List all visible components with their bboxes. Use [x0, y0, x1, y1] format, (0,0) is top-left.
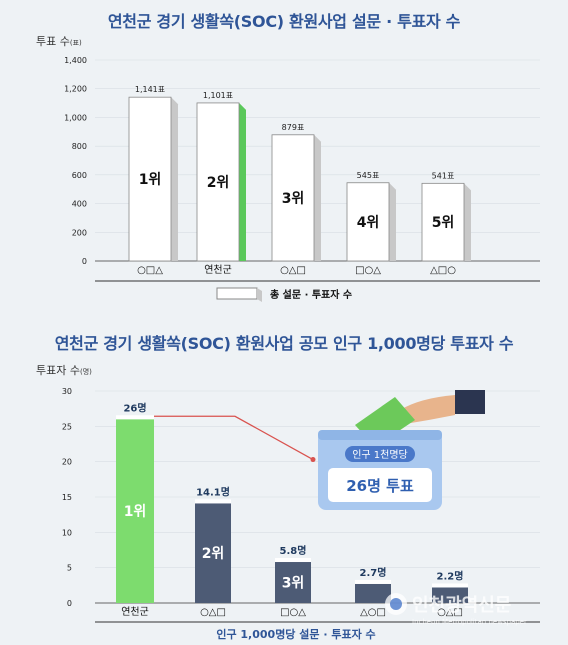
chart1-ytick-label: 400 — [72, 200, 87, 209]
chart1-ytick-label: 1,000 — [64, 113, 87, 122]
chart2-bar — [116, 419, 154, 603]
chart1-ytick-label: 200 — [72, 228, 87, 237]
chart2-legend-label: 인구 1,000명당 설문 · 투표자 수 — [216, 627, 375, 641]
chart2-bar — [275, 562, 311, 603]
chart2-bar-cap — [355, 579, 391, 584]
chart1-ytick-label: 1,400 — [64, 56, 87, 65]
chart1-ytick-label: 800 — [72, 142, 87, 151]
chart1-value-label: 545표 — [357, 171, 380, 180]
chart1-rank-label: 3위 — [282, 191, 305, 207]
hand-shape — [400, 395, 455, 424]
chart2-callout-line — [153, 415, 314, 461]
chart2-bar-cap — [275, 558, 311, 563]
chart1-category-label: ○△□ — [280, 265, 306, 276]
ballot-box-lid — [318, 430, 442, 440]
chart2-title: 연천군 경기 생활쏙(SOC) 환원사업 공모 인구 1,000명당 투표자 수 — [54, 334, 514, 353]
chart1-bar — [128, 96, 172, 262]
chart1-bar — [271, 134, 315, 262]
chart2-category-label: ○△□ — [437, 607, 463, 618]
chart1-bar-side — [464, 183, 471, 261]
chart2-ytick-label: 20 — [62, 458, 72, 467]
ballot-box-label-pill — [345, 446, 415, 462]
chart1-value-label: 879표 — [282, 123, 305, 132]
chart1-value-label: 541표 — [432, 171, 455, 180]
chart1-bar-side — [314, 134, 321, 261]
chart1-category-label: □○△ — [355, 265, 381, 276]
chart2-bar — [355, 583, 391, 603]
chart1-bar — [421, 182, 465, 262]
watermark-logo-inner-icon — [390, 598, 402, 610]
chart2-category-label: 연천군 — [121, 606, 149, 618]
chart2-category-label: □○△ — [280, 607, 306, 618]
watermark: 인천광역신문 Incheon Metropolitan newspaper — [385, 593, 527, 626]
chart1-rank-label: 4위 — [357, 215, 380, 231]
chart1-bar — [346, 182, 390, 262]
chart1-title: 연천군 경기 생활쏙(SOC) 환원사업 설문 · 투표자 수 — [107, 12, 461, 31]
chart1-bar-side — [239, 102, 246, 261]
chart1-bar — [196, 102, 240, 262]
chart2-ytick-label: 25 — [62, 422, 72, 431]
chart1-bar-side — [389, 182, 396, 261]
chart2-bar — [195, 503, 231, 603]
chart1-rank-label: 5위 — [432, 215, 455, 231]
chart2-ytick-label: 10 — [62, 528, 72, 537]
chart2-callout-dot — [310, 457, 316, 463]
chart2-rank-label: 2위 — [202, 546, 225, 562]
chart2-bar — [432, 587, 468, 603]
chart2-value-label: 26명 — [123, 401, 146, 414]
watermark-name: 인천광역신문 — [412, 595, 511, 616]
chart1-category-label: △□○ — [430, 265, 456, 276]
chart1-ylabel: 투표 수(표) — [36, 35, 82, 48]
watermark-sub: Incheon Metropolitan newspaper — [412, 618, 527, 626]
chart2-category-label: △○□ — [360, 607, 386, 618]
chart1-category-label: 연천군 — [204, 264, 232, 276]
chart2-value-label: 2.7명 — [360, 566, 387, 579]
chart1-bar-side — [171, 97, 178, 261]
chart1-value-label: 1,141표 — [135, 85, 165, 94]
chart2-bar-cap — [432, 583, 468, 588]
chart1-legend-swatch-side — [257, 288, 262, 302]
chart2-category-label: ○△□ — [200, 607, 226, 618]
sleeve-shape — [455, 390, 485, 414]
chart2-rank-label: 3위 — [282, 576, 305, 592]
chart2-bar-cap — [116, 415, 154, 420]
ballot-box-illustration: 인구 1천명당 26명 투표 — [318, 390, 485, 510]
chart1-ytick-label: 1,200 — [64, 85, 87, 94]
callout-line1: 인구 1천명당 — [352, 449, 408, 461]
chart2-rank-label: 1위 — [124, 504, 147, 520]
chart2-value-label: 14.1명 — [196, 485, 230, 498]
chart2-ylabel: 투표자 수(명) — [36, 364, 92, 377]
chart1-category-label: ○□△ — [137, 265, 163, 276]
chart1-rank-label: 2위 — [207, 175, 230, 191]
chart2-value-label: 2.2명 — [437, 569, 464, 582]
chart2-bar-cap — [195, 499, 231, 504]
chart1-plot: 0 200 400 600 800 1,000 1,200 1,400 1,141표 1위 ○□△ 1… — [64, 56, 540, 276]
chart1-legend-swatch — [216, 287, 258, 300]
chart1-legend-label: 총 설문 · 투표자 수 — [270, 288, 352, 301]
chart2-value-label: 5.8명 — [280, 544, 307, 557]
chart1-ytick-label: 600 — [72, 171, 87, 180]
ballot-box-panel — [328, 468, 432, 502]
chart1-value-label: 1,101표 — [203, 91, 233, 100]
callout-line2: 26명 투표 — [346, 477, 414, 495]
chart1-rank-label: 1위 — [139, 172, 162, 188]
chart2-ytick-label: 5 — [67, 564, 72, 573]
chart1-ytick-label: 0 — [82, 257, 87, 266]
chart2-ytick-label: 0 — [67, 599, 72, 608]
chart2-ytick-label: 15 — [62, 493, 72, 502]
chart2-ytick-label: 30 — [62, 387, 72, 396]
